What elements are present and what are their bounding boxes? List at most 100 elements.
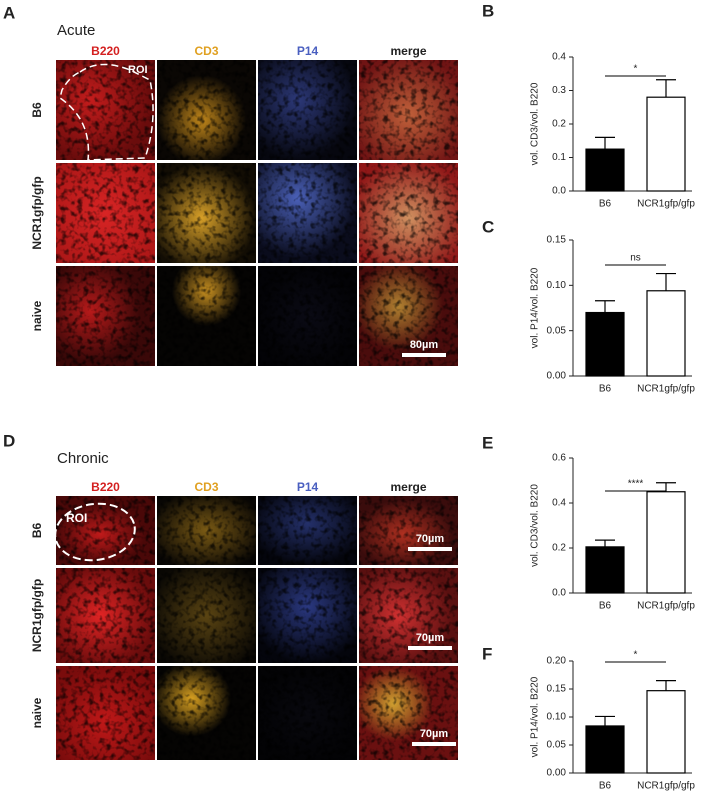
panel-letter: C (482, 217, 494, 236)
micrograph-texture (258, 666, 357, 760)
y-axis-label: vol. CD3/vol. B220 (530, 484, 541, 567)
row-label: NCR1gfp/gfp (30, 579, 44, 652)
significance-label: * (634, 64, 638, 75)
roi-label: ROI (66, 511, 87, 525)
panel-title: Acute (57, 22, 95, 39)
micrograph-texture (157, 60, 256, 160)
x-tick-label: NCR1gfp/gfp (637, 384, 695, 395)
y-tick-label: 0.10 (547, 280, 567, 291)
roi-outline (59, 63, 154, 161)
bar (646, 290, 686, 377)
micrograph-texture (258, 60, 357, 160)
x-tick-label: NCR1gfp/gfp (637, 781, 695, 791)
y-axis-label: vol. P14/vol. B220 (530, 676, 541, 757)
micrograph-texture (56, 60, 155, 160)
column-header: merge (390, 44, 426, 58)
error-bar (656, 680, 676, 691)
y-tick-label: 0.3 (552, 85, 566, 96)
y-tick-label: 0.00 (547, 768, 567, 779)
y-tick-label: 0.00 (547, 371, 567, 382)
y-tick-label: 0.1 (552, 152, 566, 163)
scale-bar-label: 70µm (416, 533, 445, 545)
y-tick-label: 0.05 (547, 740, 567, 751)
panel-letter: B (482, 1, 494, 20)
error-bar (595, 300, 615, 313)
micrograph-texture (157, 163, 256, 263)
micrograph-texture (258, 568, 357, 663)
micrograph-texture (56, 163, 155, 263)
micrograph-texture (157, 666, 256, 760)
roi-outline (54, 502, 136, 562)
significance-label: **** (628, 479, 644, 490)
error-bar (595, 136, 615, 150)
panel-letter: D (3, 431, 15, 450)
panel-letter: A (3, 3, 15, 22)
panel-title: Chronic (57, 450, 109, 467)
y-tick-label: 0.15 (547, 235, 567, 246)
micrograph-texture (56, 266, 155, 366)
scale-bar-label: 80µm (410, 339, 439, 351)
scale-bar-label: 70µm (416, 632, 445, 644)
x-tick-label: NCR1gfp/gfp (637, 199, 695, 210)
micrograph-texture (56, 496, 155, 565)
significance-label: * (634, 650, 638, 661)
y-tick-label: 0.10 (547, 712, 567, 723)
x-tick-label: B6 (599, 384, 612, 395)
micrograph-texture (56, 568, 155, 663)
bar (585, 725, 625, 774)
y-tick-label: 0.0 (552, 588, 566, 599)
y-axis-label: vol. CD3/vol. B220 (530, 82, 541, 165)
x-tick-label: B6 (599, 781, 612, 791)
error-bar (595, 715, 615, 726)
bar (585, 148, 625, 192)
micrograph-texture (157, 266, 256, 366)
micrograph-texture (359, 163, 458, 263)
column-header: P14 (297, 480, 319, 494)
significance-label: ns (630, 253, 641, 264)
y-tick-label: 0.6 (552, 453, 566, 464)
y-tick-label: 0.2 (552, 119, 566, 130)
micrograph-texture (258, 266, 357, 366)
row-label: naive (30, 300, 44, 331)
bar (646, 491, 686, 594)
row-label: naive (30, 697, 44, 728)
column-header: P14 (297, 44, 319, 58)
x-tick-label: B6 (599, 199, 612, 210)
micrograph-texture (258, 496, 357, 565)
column-header: merge (390, 480, 426, 494)
error-bar (656, 272, 676, 291)
x-tick-label: NCR1gfp/gfp (637, 601, 695, 612)
column-header: CD3 (194, 480, 218, 494)
scale-bar-label: 70µm (420, 728, 449, 740)
y-tick-label: 0.2 (552, 543, 566, 554)
y-tick-label: 0.05 (547, 325, 567, 336)
panel-letter: F (482, 644, 492, 663)
micrograph-texture (157, 568, 256, 663)
column-header: B220 (91, 480, 120, 494)
micrograph-texture (359, 60, 458, 160)
error-bar (656, 79, 676, 98)
row-label: NCR1gfp/gfp (30, 176, 44, 249)
bar (585, 546, 625, 594)
column-header: B220 (91, 44, 120, 58)
micrograph-texture (359, 496, 458, 565)
bar (646, 690, 686, 774)
error-bar (656, 482, 676, 492)
row-label: B6 (30, 102, 44, 118)
error-bar (595, 539, 615, 547)
micrograph-texture (157, 496, 256, 565)
y-axis-label: vol. P14/vol. B220 (530, 267, 541, 348)
x-tick-label: B6 (599, 601, 612, 612)
row-label: B6 (30, 523, 44, 539)
micrograph-texture (258, 163, 357, 263)
bar (585, 311, 625, 377)
bar (646, 96, 686, 192)
column-header: CD3 (194, 44, 218, 58)
y-tick-label: 0.0 (552, 186, 566, 197)
y-tick-label: 0.4 (552, 52, 566, 63)
micrograph-texture (359, 266, 458, 366)
y-tick-label: 0.15 (547, 684, 567, 695)
panel-letter: E (482, 433, 493, 452)
y-tick-label: 0.4 (552, 498, 566, 509)
